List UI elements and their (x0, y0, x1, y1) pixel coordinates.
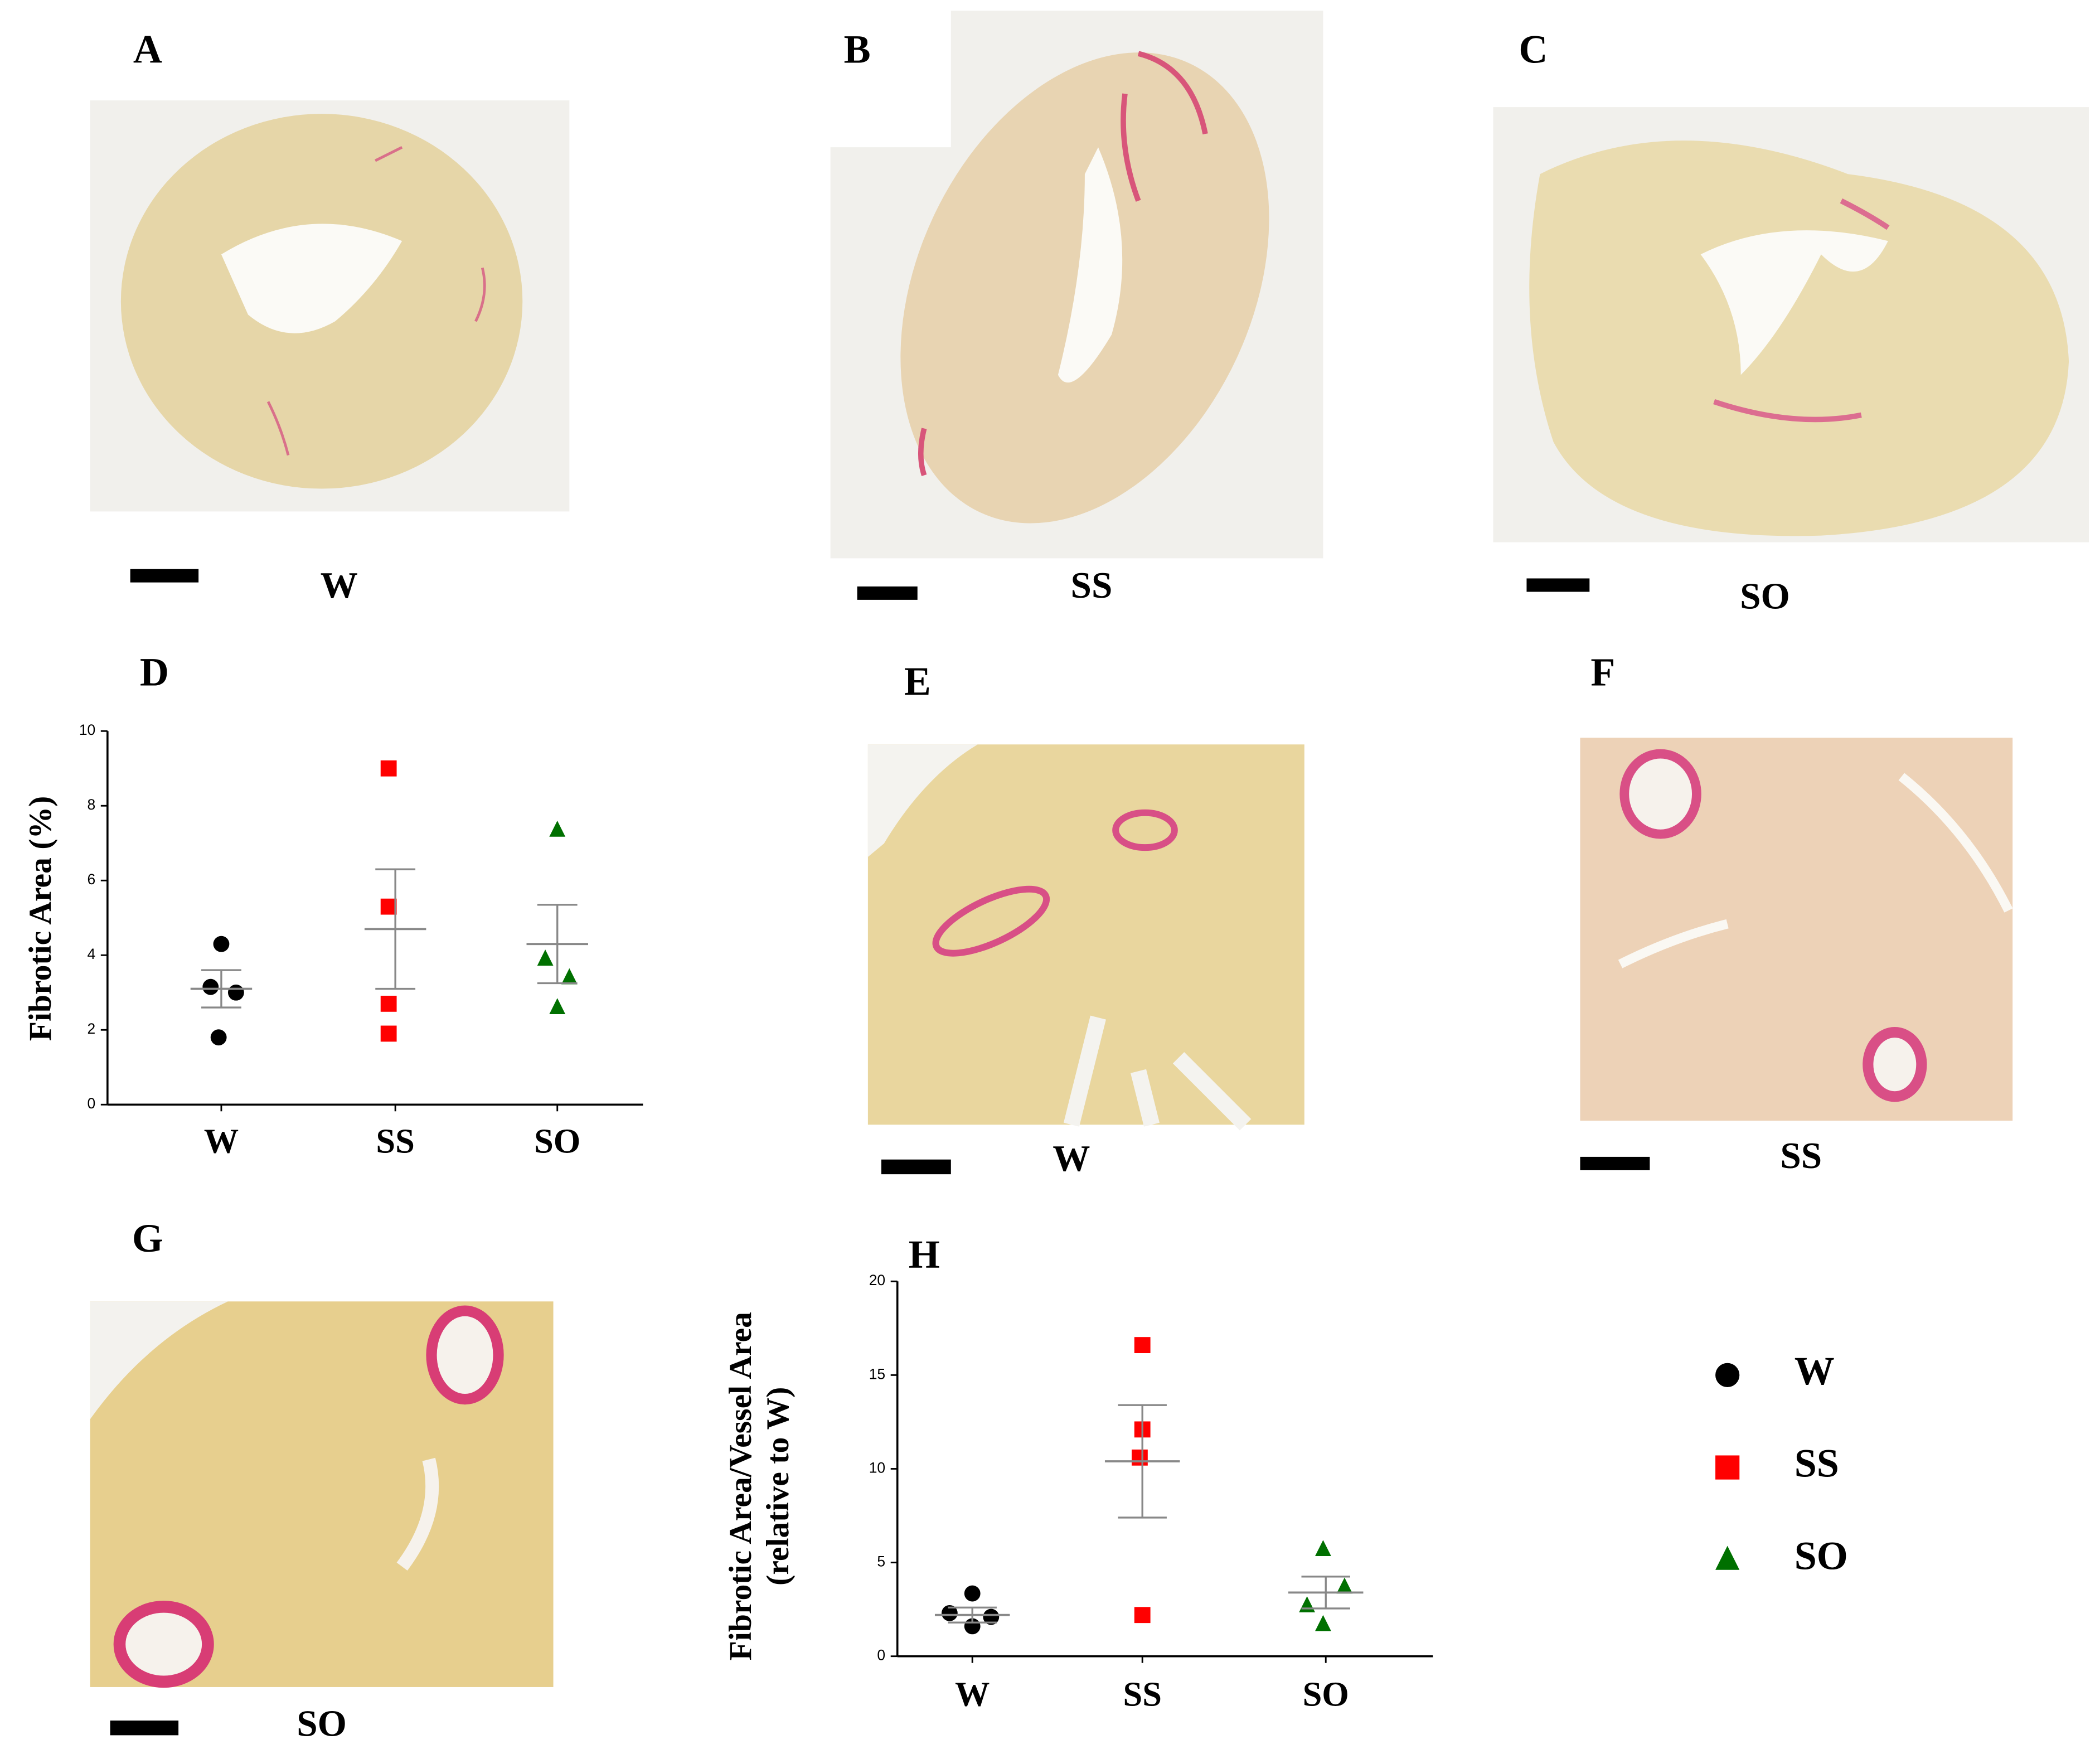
scale-bar (1580, 1156, 1650, 1170)
data-point (983, 1608, 1000, 1625)
data-point (549, 998, 566, 1015)
data-point (561, 968, 578, 985)
y-tick-label: 8 (88, 796, 96, 813)
x-tick-label: W (955, 1674, 990, 1713)
x-tick-label: SO (534, 1122, 580, 1161)
panel-label: A (133, 27, 162, 72)
y-tick-label: 15 (869, 1365, 885, 1382)
data-point (1134, 1337, 1151, 1353)
caption: SO (297, 1702, 347, 1744)
data-point (380, 898, 397, 915)
data-point (1131, 1449, 1148, 1466)
lumen (221, 224, 402, 333)
legend-label: SS (1795, 1441, 1839, 1486)
data-point (380, 760, 397, 777)
scale-bar (130, 569, 199, 583)
cleft (396, 1457, 439, 1571)
lumen (867, 744, 978, 857)
data-point (210, 1029, 227, 1046)
vessel (932, 885, 1050, 957)
x-tick-label: SO (1303, 1674, 1349, 1713)
fibrosis (266, 146, 486, 456)
y-tick-label: 6 (88, 871, 96, 888)
data-point (1336, 1577, 1353, 1594)
y-tick-label: 10 (869, 1459, 885, 1476)
fibrosis (1713, 198, 1890, 423)
lumen (90, 1301, 228, 1419)
panel-label: D (140, 650, 169, 694)
data-point (227, 984, 244, 1001)
y-axis-label: (relative to W) (760, 1387, 796, 1586)
vessel (1112, 809, 1178, 851)
scale-bar (1526, 578, 1590, 592)
data-point (1315, 1540, 1331, 1557)
panel-label: H (909, 1232, 940, 1277)
data-point (549, 820, 566, 837)
panel-label: B (844, 27, 871, 72)
lumen (1700, 230, 1888, 375)
x-tick-label: W (204, 1122, 239, 1161)
scale-bar (881, 1159, 951, 1175)
scale-bar (110, 1720, 179, 1736)
data-point (380, 1025, 397, 1042)
y-axis-label: Fibrotic Area (%) (23, 796, 58, 1041)
scale-bar (857, 586, 918, 600)
legend-label: W (1795, 1349, 1835, 1393)
y-tick-label: 2 (88, 1020, 96, 1037)
data-point (1134, 1607, 1151, 1624)
data-point (941, 1605, 958, 1621)
caption: SO (1740, 575, 1790, 617)
x-tick-label: SS (1123, 1674, 1161, 1713)
data-point (213, 936, 230, 952)
legend-label: SO (1795, 1533, 1848, 1578)
vessel (113, 1601, 214, 1688)
y-tick-label: 20 (869, 1272, 885, 1288)
y-tick-label: 5 (877, 1553, 885, 1570)
cleft (1063, 1015, 1252, 1131)
vessel (1863, 1026, 1927, 1102)
y-tick-label: 4 (88, 946, 96, 962)
caption: W (321, 564, 358, 606)
data-point (1315, 1615, 1331, 1631)
vessel (1619, 749, 1701, 839)
vessel (426, 1305, 504, 1405)
panel-label: C (1519, 27, 1548, 72)
panel-label: E (904, 659, 931, 704)
fibrosis (918, 51, 1208, 477)
panel-label: F (1590, 650, 1615, 694)
x-tick-label: SS (376, 1122, 414, 1161)
y-tick-label: 10 (79, 721, 95, 738)
data-point (202, 978, 219, 995)
legend-marker (1715, 1363, 1740, 1387)
y-tick-label: 0 (88, 1095, 96, 1112)
heart-section (1529, 140, 2069, 536)
caption: W (1053, 1137, 1090, 1179)
legend-marker (1715, 1455, 1740, 1480)
data-point (537, 949, 554, 966)
data-point (964, 1585, 981, 1602)
data-point (380, 995, 397, 1012)
lumen (1058, 147, 1123, 383)
caption: SS (1071, 564, 1113, 606)
y-axis-label: Fibrotic Area/Vessel Area (723, 1312, 758, 1660)
data-point (1299, 1596, 1316, 1612)
caption: SS (1780, 1135, 1822, 1176)
y-tick-label: 0 (877, 1647, 885, 1664)
cleft (1618, 773, 2013, 968)
legend-marker (1715, 1545, 1740, 1570)
panel-label: G (132, 1216, 163, 1261)
